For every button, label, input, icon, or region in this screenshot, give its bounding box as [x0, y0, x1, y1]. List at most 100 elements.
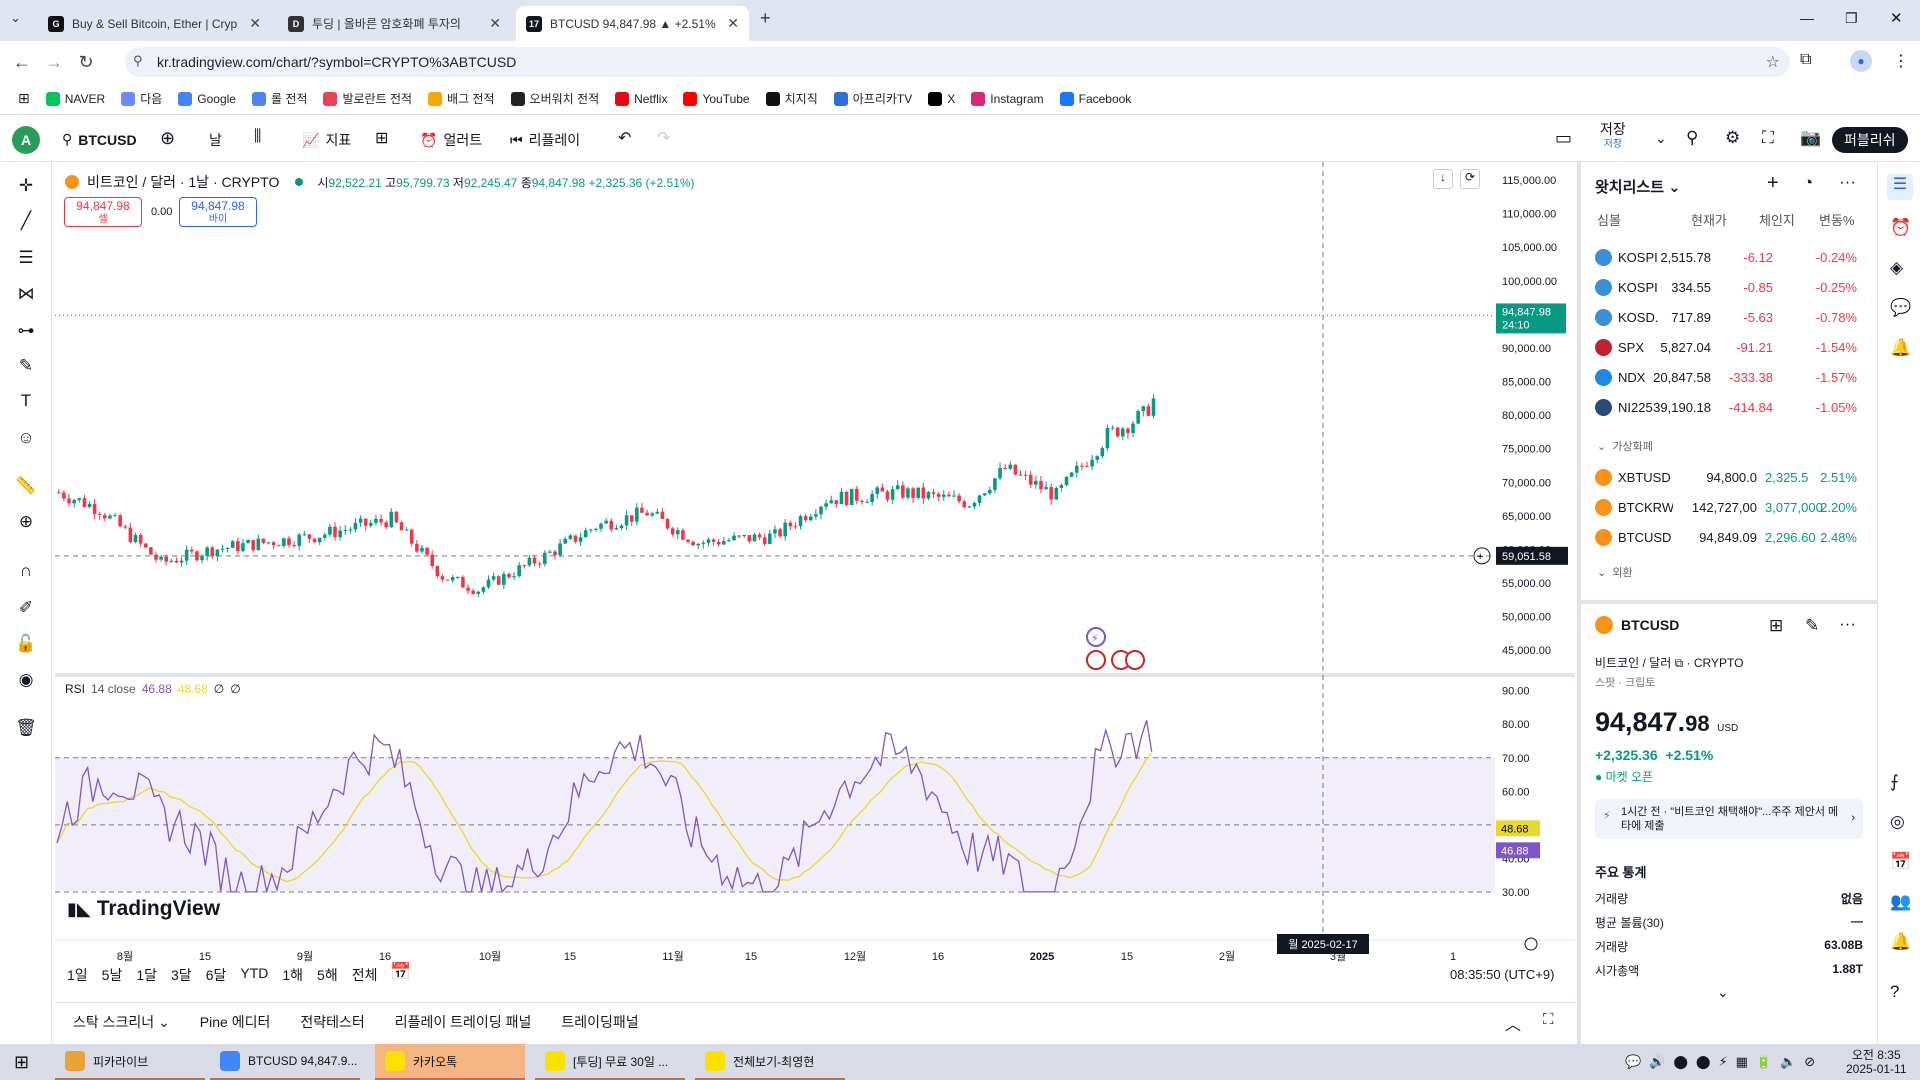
emoji-icon[interactable]: ☺ — [17, 428, 35, 447]
bell-icon[interactable]: 🔔 — [1890, 338, 1912, 357]
tab-search-icon[interactable]: ⌄ — [10, 10, 21, 25]
forecast-icon[interactable]: ⊶ — [17, 321, 35, 340]
compare-symbol-icon[interactable]: ⊕ — [160, 128, 176, 148]
chart-pane[interactable]: 115,000.00 110,000.00 105,000.00 100,000.00… — [55, 162, 1575, 992]
watchlist-chart-icon[interactable]: ◔ — [1803, 173, 1814, 192]
range-button[interactable]: 1해 — [282, 967, 304, 983]
back-icon[interactable]: ← — [13, 51, 31, 72]
bookmark-item[interactable]: YouTube — [683, 90, 750, 107]
header-price[interactable]: 현재가 — [1691, 213, 1727, 228]
trendline-icon[interactable]: ╱ — [20, 211, 32, 230]
new-tab-icon[interactable]: + — [760, 8, 771, 28]
profile-icon[interactable]: ● — [1850, 50, 1872, 72]
sell-button[interactable]: 94,847.98 셀 — [64, 197, 142, 227]
system-tray-icons[interactable]: 💬🔊⬤⬤⚡▦🔋🔈⊘ — [1625, 1054, 1824, 1069]
indicators-button[interactable]: 📈 지표 — [302, 130, 351, 150]
watchlist-row[interactable]: NI225 39,190.18 -414.84 -1.05% — [1581, 392, 1871, 422]
tab-stock-screener[interactable]: 스탁 스크리너 ⌄ — [73, 1013, 170, 1030]
alarm-clock-icon[interactable]: ⏰ — [1890, 218, 1912, 237]
range-button[interactable]: 6달 — [205, 967, 227, 983]
range-button[interactable]: 3달 — [171, 967, 192, 983]
bookmark-item[interactable]: Instagram — [971, 90, 1044, 107]
clock-readout[interactable]: 08:35:50 (UTC+9) — [1450, 967, 1555, 982]
grid-icon[interactable]: ⊞ — [1769, 616, 1784, 635]
header-pct[interactable]: 변동% — [1819, 213, 1855, 228]
flash-event-icon[interactable] — [1086, 627, 1106, 647]
lock-drawing-icon[interactable]: ✐ — [18, 598, 34, 617]
ruler-icon[interactable]: 📏 — [15, 476, 37, 495]
windows-start-icon[interactable]: ⊞ — [14, 1052, 30, 1072]
us-economic-event-icon[interactable] — [1125, 650, 1145, 670]
watchlist-title[interactable]: 왓치리스트 ⌄ — [1595, 179, 1681, 196]
browser-tab-1[interactable]: G Buy & Sell Bitcoin, Ether | Cryp ✕ — [38, 6, 271, 41]
bookmark-item[interactable]: 배그 전적 — [428, 90, 495, 107]
close-icon[interactable]: ✕ — [489, 15, 501, 31]
us-economic-event-icon[interactable] — [1086, 650, 1106, 670]
chevron-up-icon[interactable]: ︿ — [1505, 1017, 1522, 1034]
url-field[interactable]: ⚲ kr.tradingview.com/chart/?symbol=CRYPT… — [125, 47, 1790, 77]
add-alert-icon[interactable] — [1473, 547, 1491, 565]
bookmark-item[interactable]: NAVER — [45, 90, 105, 107]
bookmark-item[interactable]: Google — [178, 90, 236, 107]
publish-button[interactable]: 퍼블리쉬 — [1832, 127, 1908, 153]
settings-gear-icon[interactable]: ⚙ — [1725, 128, 1741, 147]
browser-tab-2[interactable]: D 투딩 | 올바른 암호화폐 투자의 ✕ — [278, 6, 511, 41]
browser-tab-3[interactable]: 17 BTCUSD 94,847.98 ▲ +2.51% ✕ — [516, 6, 749, 41]
notifications-icon[interactable]: 🔔 — [1890, 932, 1912, 951]
bookmark-item[interactable]: Netflix — [615, 90, 667, 107]
taskbar-clock[interactable]: 오전 8:35 2025-01-11 — [1846, 1048, 1907, 1076]
site-info-icon[interactable]: ⚲ — [133, 53, 143, 68]
tab-replay-trading[interactable]: 리플레이 트레이딩 패널 — [394, 1013, 532, 1030]
user-avatar[interactable]: A — [12, 126, 40, 154]
header-symbol[interactable]: 심볼 — [1597, 213, 1621, 228]
eye-icon[interactable]: ◉ — [18, 670, 34, 689]
more-icon[interactable]: ··· — [1839, 614, 1856, 633]
watchlist-row[interactable]: KOSPI 2,515.78 -6.12 -0.24% — [1581, 242, 1871, 272]
browser-menu-icon[interactable]: ⋮ — [1893, 53, 1909, 70]
minimize-icon[interactable]: — — [1800, 10, 1814, 26]
bookmark-item[interactable]: Facebook — [1059, 90, 1131, 107]
apps-grid-icon[interactable]: ⊞ — [18, 90, 30, 106]
strategy-icon[interactable]: ⨍ — [1890, 772, 1899, 791]
header-change[interactable]: 체인지 — [1759, 213, 1795, 228]
close-window-icon[interactable]: ✕ — [1890, 10, 1903, 27]
tab-strategy-tester[interactable]: 전략테스터 — [300, 1013, 365, 1030]
bookmark-item[interactable]: X — [928, 90, 955, 107]
forward-icon[interactable]: → — [45, 51, 63, 72]
section-forex[interactable]: ⌄ 외환 — [1597, 567, 1633, 579]
rsi-legend[interactable]: RSI 14 close 46.88 48.68 ∅ ∅ — [65, 682, 241, 696]
layers-icon[interactable]: ◈ — [1890, 258, 1904, 277]
interval-button[interactable]: 날 — [209, 132, 222, 148]
range-button[interactable]: 5날 — [101, 967, 123, 983]
lock-icon[interactable]: 🔓 — [15, 634, 37, 653]
details-symbol[interactable]: BTCUSD — [1621, 617, 1680, 633]
news-item[interactable]: ⚡ 1시간 전 · "비트코인 채택해야"...주주 제안서 메타에 제출 › — [1595, 799, 1863, 839]
fullscreen-icon[interactable]: ⛶ — [1762, 128, 1774, 147]
calendar-icon[interactable]: 📅 — [1890, 852, 1912, 871]
save-dropdown-icon[interactable]: ⌄ — [1655, 130, 1667, 146]
watchlist-row[interactable]: XBTUSD 94,800.0 2,325.5 2.51% — [1581, 462, 1871, 492]
maximize-panel-icon[interactable]: ⛶ — [1543, 1011, 1554, 1028]
range-button[interactable]: 1달 — [136, 967, 158, 983]
trash-icon[interactable]: 🗑 — [15, 718, 37, 737]
close-icon[interactable]: ✕ — [727, 15, 739, 31]
watchlist-row[interactable]: KOSD. 717.89 -5.63 -0.78% — [1581, 302, 1871, 332]
crosshair-icon[interactable]: ✛ — [18, 176, 34, 195]
alert-button[interactable]: ⏰ 얼러트 — [420, 130, 482, 150]
tab-trading-panel[interactable]: 트레이딩패널 — [561, 1013, 639, 1030]
undo-icon[interactable]: ↶ — [618, 130, 632, 147]
target-icon[interactable]: ◎ — [1890, 812, 1905, 831]
taskbar-app[interactable]: [투딩] 무료 30일 ... — [535, 1044, 685, 1080]
range-button[interactable]: 1일 — [67, 967, 88, 983]
redo-icon[interactable]: ↷ — [657, 130, 671, 147]
taskbar-app[interactable]: 피카라이브 — [55, 1044, 205, 1080]
community-icon[interactable]: 👥 — [1890, 892, 1912, 911]
watchlist-row[interactable]: BTCUSD 94,849.09 2,296.60 2.48% — [1581, 522, 1871, 552]
section-crypto[interactable]: ⌄ 가상화폐 — [1597, 441, 1653, 453]
layouts-icon[interactable]: ⊞ — [375, 130, 389, 147]
add-symbol-icon[interactable]: + — [1767, 172, 1779, 194]
chart-svg[interactable]: 115,000.00 110,000.00 105,000.00 100,000.00… — [55, 162, 1575, 992]
close-icon[interactable]: ✕ — [249, 15, 261, 31]
bookmark-star-icon[interactable]: ☆ — [1765, 54, 1780, 71]
watchlist-row[interactable]: SPX 5,827.04 -91.21 -1.54% — [1581, 332, 1871, 362]
